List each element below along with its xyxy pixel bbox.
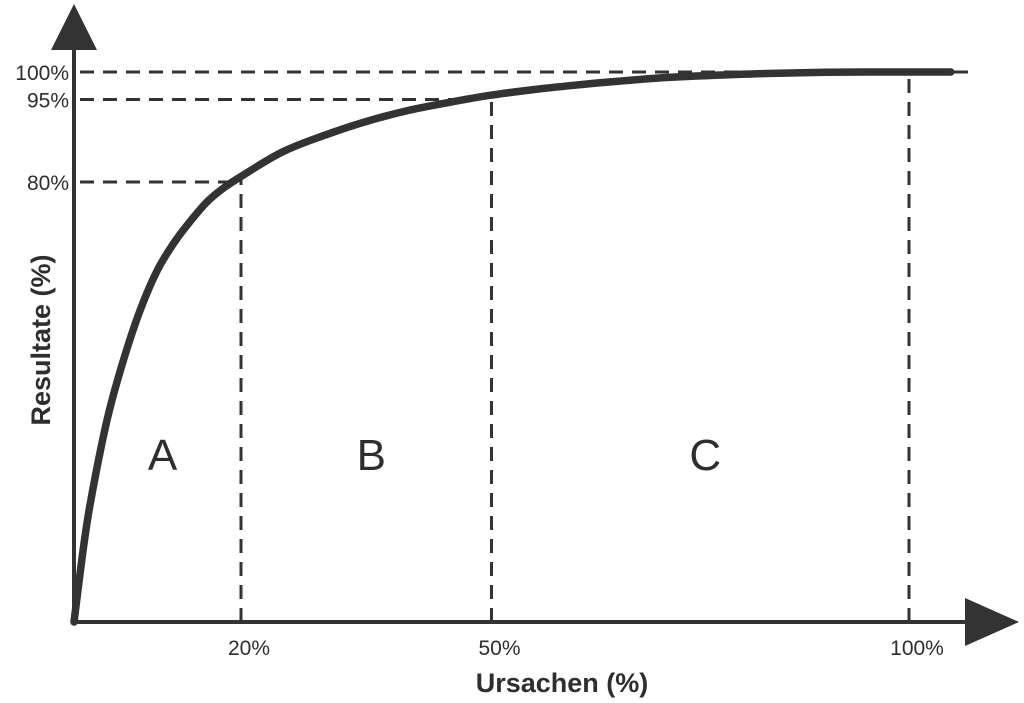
region-label-b: B <box>357 431 386 480</box>
region-label-a: A <box>148 431 178 480</box>
guide-lines <box>80 70 975 622</box>
y-tick-label: 100% <box>15 62 69 85</box>
y-tick-labels: 80% 95% 100% <box>15 62 69 195</box>
region-labels: A B C <box>148 431 721 480</box>
x-tick-label: 20% <box>228 637 270 660</box>
y-axis-arrow <box>51 4 97 50</box>
region-label-c: C <box>689 431 721 480</box>
series-line-0 <box>70 68 955 626</box>
x-tick-label: 100% <box>890 637 944 660</box>
y-axis-title: Resultate (%) <box>26 254 56 425</box>
x-axis-title: Ursachen (%) <box>476 668 649 698</box>
axes <box>51 4 1019 646</box>
x-tick-labels: 20% 50% 100% <box>228 637 944 660</box>
y-tick-label: 95% <box>27 90 69 113</box>
x-axis-arrow <box>965 598 1019 646</box>
y-tick-label: 80% <box>27 172 69 195</box>
x-tick-label: 50% <box>478 637 520 660</box>
